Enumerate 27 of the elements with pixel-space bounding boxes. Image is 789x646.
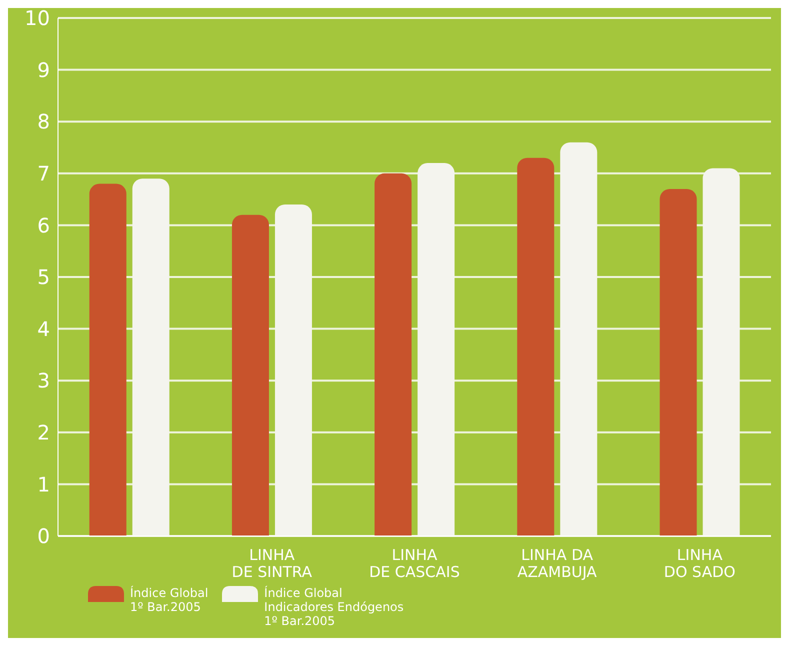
bar	[89, 184, 126, 536]
y-tick-label: 6	[37, 213, 50, 238]
y-tick-label: 9	[37, 58, 50, 82]
bar	[517, 158, 554, 536]
bar	[274, 204, 312, 536]
y-tick-label: 1	[37, 472, 50, 496]
x-tick-label: LINHA DA AZAMBUJA	[517, 546, 598, 581]
bar	[132, 178, 170, 536]
x-tick-label: LINHA DE SINTRA	[232, 546, 313, 581]
y-tick-label: 2	[37, 420, 50, 444]
y-tick-label: 7	[37, 162, 50, 186]
bar	[660, 188, 697, 536]
y-tick-label: 3	[37, 368, 50, 393]
y-tick-label: 0	[37, 524, 50, 548]
bar	[560, 142, 598, 536]
bar	[374, 173, 412, 536]
x-tick-label: LINHA DE CASCAIS	[369, 546, 460, 581]
y-tick-label: 8	[37, 110, 50, 134]
bar	[702, 168, 740, 536]
x-tick-label: LINHA DO SADO	[664, 546, 736, 581]
legend-label: Índice Global 1º Bar.2005	[130, 586, 208, 614]
y-tick-label: 4	[37, 316, 50, 341]
legend-label: Índice Global Indicadores Endógenos 1º Bar.2005	[264, 586, 404, 628]
bar	[232, 214, 269, 536]
bar	[418, 163, 455, 536]
y-tick-label: 10	[24, 6, 50, 30]
y-tick-label: 5	[37, 265, 50, 290]
